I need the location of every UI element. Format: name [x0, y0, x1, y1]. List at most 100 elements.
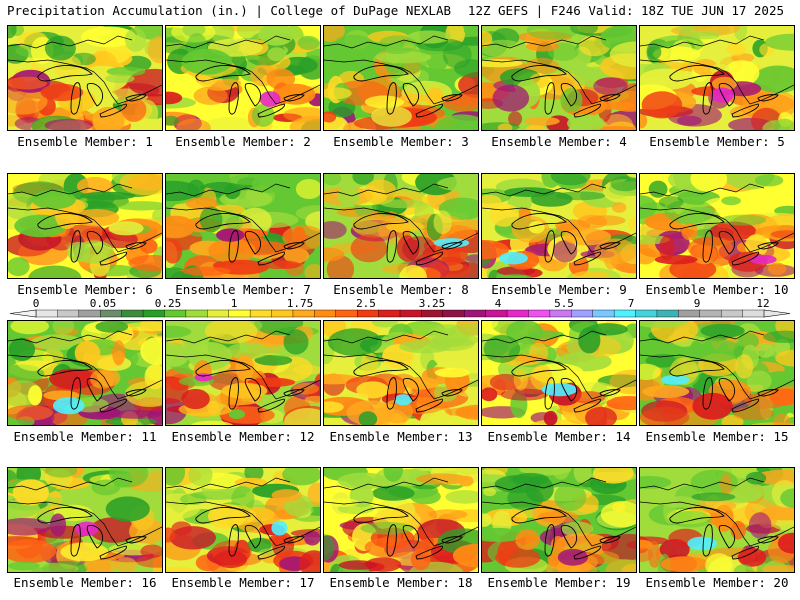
ensemble-panel-20: [639, 467, 795, 573]
ensemble-member-label: Ensemble Member: 17: [171, 575, 315, 590]
valid-time: 12Z GEFS | F246 Valid: 18Z TUE JUN 17 20…: [467, 3, 784, 18]
precip-map: [482, 174, 636, 278]
colorbar-swatch: [78, 309, 101, 318]
ensemble-panel-15: [639, 320, 795, 426]
precip-map: [166, 26, 320, 130]
colorbar-swatch: [549, 309, 572, 318]
ensemble-panel-13: [323, 320, 479, 426]
ensemble-member-label: Ensemble Member: 13: [329, 429, 473, 444]
colorbar-tick-label: 3.25: [418, 297, 446, 310]
ensemble-panel-16: [7, 467, 163, 573]
colorbar-swatch: [207, 309, 230, 318]
colorbar-tick-label: 1.75: [286, 297, 314, 310]
colorbar-min-arrow: [9, 309, 37, 318]
ensemble-member-label: Ensemble Member: 11: [13, 429, 157, 444]
chart-title: Precipitation Accumulation (in.) | Colle…: [7, 3, 452, 18]
colorbar-swatch: [464, 309, 487, 318]
colorbar-swatch: [592, 309, 615, 318]
colorbar-tick-label: 0.05: [89, 297, 117, 310]
colorbar-tick-label: 12: [756, 297, 770, 310]
precip-map: [640, 26, 794, 130]
colorbar-swatch: [100, 309, 123, 318]
precip-map: [324, 321, 478, 425]
ensemble-member-label: Ensemble Member: 4: [491, 134, 627, 149]
colorbar-swatch: [185, 309, 208, 318]
ensemble-panel-19: [481, 467, 637, 573]
ensemble-panel-2: [165, 25, 321, 131]
ensemble-panel-11: [7, 320, 163, 426]
precip-map: [8, 26, 162, 130]
colorbar-swatch: [335, 309, 358, 318]
precip-map: [324, 26, 478, 130]
precip-map: [8, 174, 162, 278]
ensemble-member-label: Ensemble Member: 7: [175, 282, 311, 297]
colorbar-swatch: [399, 309, 422, 318]
colorbar-swatch: [356, 309, 380, 318]
colorbar-tick-label: 7: [627, 297, 635, 310]
ensemble-panel-14: [481, 320, 637, 426]
colorbar-swatch: [506, 309, 529, 318]
ensemble-member-label: Ensemble Member: 18: [329, 575, 473, 590]
ensemble-member-label: Ensemble Member: 20: [645, 575, 789, 590]
colorbar-swatch: [720, 309, 744, 318]
ensemble-member-label: Ensemble Member: 12: [171, 429, 315, 444]
colorbar-swatch: [228, 309, 251, 318]
colorbar-tick-label: 0: [32, 297, 40, 310]
colorbar-swatch: [35, 309, 58, 318]
ensemble-panel-9: [481, 173, 637, 279]
ensemble-member-label: Ensemble Member: 14: [487, 429, 631, 444]
precip-map: [640, 174, 794, 278]
ensemble-panel-17: [165, 467, 321, 573]
colorbar-swatch: [314, 309, 337, 318]
colorbar-tick-label: 5.5: [554, 297, 574, 310]
colorbar-swatch: [292, 309, 315, 318]
colorbar-swatch: [699, 309, 722, 318]
colorbar-swatch: [656, 309, 679, 318]
ensemble-panel-18: [323, 467, 479, 573]
ensemble-member-label: Ensemble Member: 8: [333, 282, 469, 297]
precip-map: [482, 321, 636, 425]
precip-map: [8, 468, 162, 572]
colorbar-swatch: [485, 309, 508, 318]
precip-map: [324, 468, 478, 572]
precip-map: [166, 321, 320, 425]
ensemble-panel-7: [165, 173, 321, 279]
colorbar-max-arrow: [763, 309, 791, 318]
colorbar-swatch: [613, 309, 637, 318]
colorbar-swatch: [378, 309, 401, 318]
colorbar-swatch: [121, 309, 144, 318]
ensemble-member-label: Ensemble Member: 15: [645, 429, 789, 444]
colorbar-swatch: [164, 309, 187, 318]
ensemble-panel-4: [481, 25, 637, 131]
ensemble-member-label: Ensemble Member: 10: [645, 282, 789, 297]
colorbar-tick-label: 4: [494, 297, 502, 310]
colorbar-swatch: [142, 309, 165, 318]
ensemble-member-label: Ensemble Member: 3: [333, 134, 469, 149]
colorbar-swatch: [678, 309, 701, 318]
colorbar-tick-label: 2.5: [356, 297, 376, 310]
ensemble-panel-10: [639, 173, 795, 279]
precip-map: [324, 174, 478, 278]
precip-map: [166, 174, 320, 278]
precip-map: [640, 468, 794, 572]
precip-map: [640, 321, 794, 425]
ensemble-panel-12: [165, 320, 321, 426]
ensemble-panel-3: [323, 25, 479, 131]
precip-map: [8, 321, 162, 425]
colorbar: [9, 309, 791, 318]
colorbar-tick-label: 9: [693, 297, 701, 310]
ensemble-panel-5: [639, 25, 795, 131]
ensemble-member-label: Ensemble Member: 2: [175, 134, 311, 149]
colorbar-swatch: [442, 309, 465, 318]
colorbar-swatch: [271, 309, 294, 318]
ensemble-member-label: Ensemble Member: 5: [649, 134, 785, 149]
precip-map: [482, 468, 636, 572]
ensemble-panel-8: [323, 173, 479, 279]
colorbar-swatch: [571, 309, 594, 318]
ensemble-member-label: Ensemble Member: 1: [17, 134, 153, 149]
colorbar-swatch: [528, 309, 551, 318]
colorbar-swatch: [421, 309, 444, 318]
colorbar-tick-label: 0.25: [154, 297, 182, 310]
ensemble-panel-6: [7, 173, 163, 279]
colorbar-swatch: [57, 309, 80, 318]
